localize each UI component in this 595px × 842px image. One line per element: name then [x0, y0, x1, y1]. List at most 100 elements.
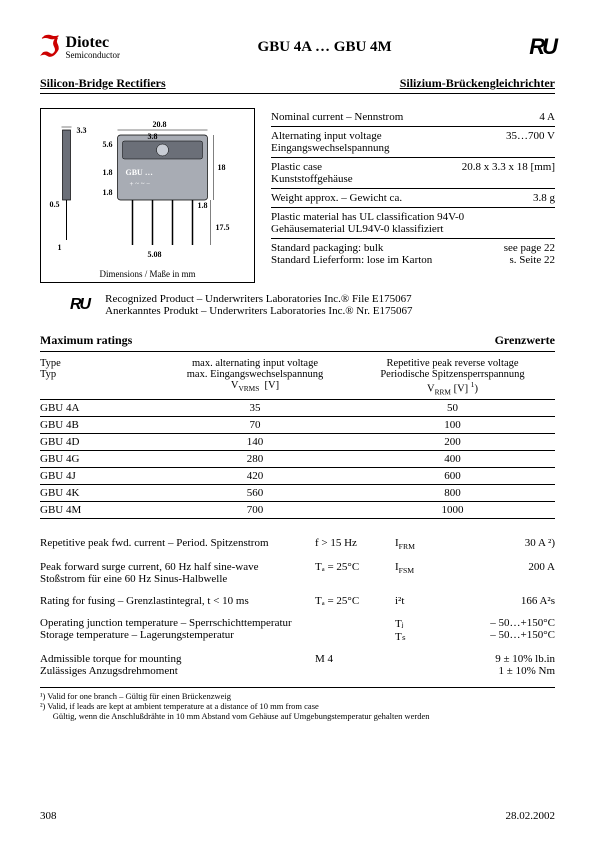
extra-cond: Tₐ = 25°C [315, 561, 395, 573]
drawing-caption: Dimensions / Maße in mm [47, 269, 248, 279]
footnotes: ¹) Valid for one branch – Gültig für ein… [40, 687, 555, 721]
extra-value: 30 A ²) [445, 537, 555, 549]
extra-symbol: IFSM [395, 561, 445, 575]
svg-text:1.8: 1.8 [198, 201, 208, 210]
ratings-row: GBU 4B70100 [40, 417, 555, 434]
cell-vrrm: 200 [350, 436, 555, 448]
package-drawing: 3.3 0.5 1 GBU … + ~ ~ − 20.8 18 17.5 5.0… [40, 108, 255, 283]
spec-label: Alternating input voltage Eingangswechse… [271, 130, 498, 154]
recog-line1: Recognized Product – Underwriters Labora… [105, 293, 412, 305]
extra-cond: Tₐ = 25°C [315, 595, 395, 607]
cell-vrms: 700 [160, 504, 350, 516]
ratings-body: GBU 4A3550GBU 4B70100GBU 4D140200GBU 4G2… [40, 400, 555, 519]
cell-type: GBU 4J [40, 470, 160, 482]
spec-value: 35…700 V [498, 130, 555, 142]
cell-type: GBU 4G [40, 453, 160, 465]
spec-label: Plastic case Kunststoffgehäuse [271, 161, 454, 185]
svg-text:+ ~ ~ −: + ~ ~ − [130, 180, 151, 188]
cell-vrms: 420 [160, 470, 350, 482]
extra-label: Peak forward surge current, 60 Hz half s… [40, 561, 315, 585]
ul-recognition: RU Recognized Product – Underwriters Lab… [70, 293, 555, 317]
cell-vrrm: 800 [350, 487, 555, 499]
spec-label: Standard packaging: bulk Standard Liefer… [271, 242, 496, 266]
spec-label: Nominal current – Nennstrom [271, 111, 531, 123]
dim-s1: 1.8 [103, 168, 113, 177]
ratings-row: GBU 4J420600 [40, 468, 555, 485]
spec-value: 20.8 x 3.3 x 18 [mm] [454, 161, 555, 173]
extra-cond: M 4 [315, 653, 395, 665]
extra-symbol: i²t [395, 595, 445, 607]
body-label: GBU … [126, 168, 153, 177]
ratings-row: GBU 4D140200 [40, 434, 555, 451]
extra-value: 9 ± 10% lb.in1 ± 10% Nm [445, 653, 555, 677]
ul-recognized-icon: RU [70, 296, 89, 314]
spec-row: Weight approx. – Gewicht ca.3.8 g [271, 189, 555, 208]
ratings-row: GBU 4K560800 [40, 485, 555, 502]
spec-value: 3.8 g [525, 192, 555, 204]
col-r-sym: VRRM [V] 1) [350, 380, 555, 397]
cell-vrms: 140 [160, 436, 350, 448]
spec-row: Nominal current – Nennstrom4 A [271, 108, 555, 127]
extra-label: Operating junction temperature – Sperrsc… [40, 617, 315, 641]
extra-value: 166 A²s [445, 595, 555, 607]
cell-vrrm: 400 [350, 453, 555, 465]
spec-row: Alternating input voltage Eingangswechse… [271, 127, 555, 158]
ratings-row: GBU 4G280400 [40, 451, 555, 468]
page-header: ℑ Diotec Semiconductor GBU 4A … GBU 4M R… [40, 30, 555, 64]
extra-cond: f > 15 Hz [315, 537, 395, 549]
extra-symbol: IFRM [395, 537, 445, 551]
page-footer: 308 28.02.2002 [40, 810, 555, 822]
cell-vrms: 70 [160, 419, 350, 431]
spec-value: 4 A [531, 111, 555, 123]
cell-vrrm: 100 [350, 419, 555, 431]
col-type-en: Type [40, 358, 160, 369]
spec-row: Plastic case Kunststoffgehäuse20.8 x 3.3… [271, 158, 555, 189]
cell-type: GBU 4B [40, 419, 160, 431]
dim-height: 18 [218, 163, 226, 172]
extra-value: 200 A [445, 561, 555, 573]
dim-inner: 3.8 [148, 132, 158, 141]
dim-s2: 1.8 [103, 188, 113, 197]
spec-row: Standard packaging: bulk Standard Liefer… [271, 239, 555, 269]
cell-type: GBU 4A [40, 402, 160, 414]
brand-logo: ℑ Diotec Semiconductor [40, 30, 120, 64]
dim-thickness: 3.3 [77, 126, 87, 135]
extra-row: Rating for fusing – Grenzlastintegral, t… [40, 595, 555, 607]
cell-vrms: 560 [160, 487, 350, 499]
spec-label: Weight approx. – Gewicht ca. [271, 192, 525, 204]
dim-pitch: 5.08 [148, 250, 162, 259]
extra-value: – 50…+150°C– 50…+150°C [445, 617, 555, 641]
col-v-en: max. alternating input voltage [160, 358, 350, 369]
subheader: Silicon-Bridge Rectifiers Silizium-Brück… [40, 76, 555, 94]
footnote-1: ¹) Valid for one branch – Gültig für ein… [40, 691, 555, 701]
subtitle-right: Silizium-Brückengleichrichter [400, 76, 555, 91]
overview-block: 3.3 0.5 1 GBU … + ~ ~ − 20.8 18 17.5 5.0… [40, 108, 555, 283]
doc-title: GBU 4A … GBU 4M [120, 39, 529, 56]
extra-row: Peak forward surge current, 60 Hz half s… [40, 561, 555, 585]
ratings-row: GBU 4M7001000 [40, 502, 555, 519]
dim-pin: 0.5 [50, 200, 60, 209]
cell-vrrm: 600 [350, 470, 555, 482]
ul-recognized-icon: RU [529, 34, 555, 60]
cell-type: GBU 4D [40, 436, 160, 448]
cell-vrms: 35 [160, 402, 350, 414]
cell-vrrm: 1000 [350, 504, 555, 516]
extra-row: Admissible torque for mountingZulässiges… [40, 653, 555, 677]
col-r-en: Repetitive peak reverse voltage [350, 358, 555, 369]
page-date: 28.02.2002 [506, 810, 556, 822]
ratings-heading: Maximum ratings Grenzwerte [40, 333, 555, 352]
dim-top: 5.6 [103, 140, 113, 149]
extra-row: Operating junction temperature – Sperrsc… [40, 617, 555, 643]
cell-vrms: 280 [160, 453, 350, 465]
brand-name: Diotec [66, 35, 121, 51]
col-v-de: max. Eingangswechselspannung [160, 369, 350, 380]
diotec-logo-icon: ℑ [40, 30, 60, 64]
extra-row: Repetitive peak fwd. current – Period. S… [40, 537, 555, 551]
brand-sub: Semiconductor [66, 51, 121, 60]
extra-label: Repetitive peak fwd. current – Period. S… [40, 537, 315, 549]
spec-list: Nominal current – Nennstrom4 A Alternati… [271, 108, 555, 283]
extra-label: Rating for fusing – Grenzlastintegral, t… [40, 595, 315, 607]
ratings-head-right: Grenzwerte [495, 333, 555, 348]
col-r-de: Periodische Spitzensperrspannung [350, 369, 555, 380]
col-v-sym: VVRMS [V] [160, 380, 350, 393]
